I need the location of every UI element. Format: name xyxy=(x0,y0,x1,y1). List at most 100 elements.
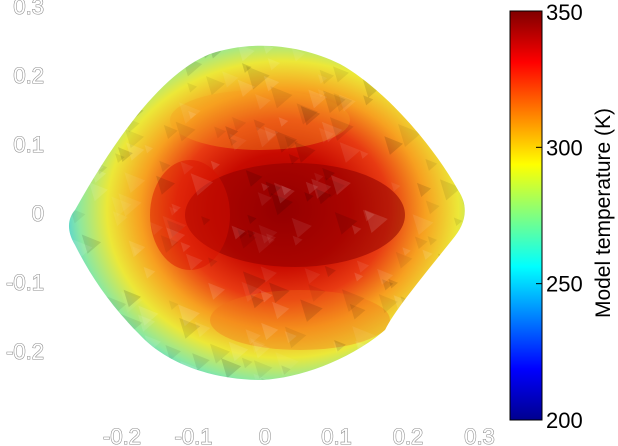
facet xyxy=(229,137,238,146)
x-tick-label: 0.1 xyxy=(321,424,352,446)
facet xyxy=(188,110,197,119)
facet xyxy=(424,367,439,380)
facet xyxy=(316,188,332,205)
y-tick-label: 0 xyxy=(32,201,44,226)
y-tick-label: -0.2 xyxy=(6,339,44,364)
facet xyxy=(461,166,465,187)
facet xyxy=(241,357,253,369)
facet xyxy=(409,299,427,317)
facet xyxy=(89,182,108,202)
facet xyxy=(111,196,132,217)
facet xyxy=(261,322,279,340)
facet xyxy=(452,152,465,168)
facet xyxy=(318,127,335,143)
facet xyxy=(185,253,203,271)
y-tick-label: -0.1 xyxy=(6,270,44,295)
facet xyxy=(241,281,262,303)
facet xyxy=(291,48,305,62)
facet xyxy=(255,126,277,148)
facet xyxy=(136,45,159,63)
facet xyxy=(337,45,349,53)
facet xyxy=(288,382,306,400)
facet xyxy=(124,172,146,193)
facet xyxy=(449,45,464,54)
facet xyxy=(77,146,96,165)
facet xyxy=(270,86,293,109)
facet xyxy=(450,300,460,311)
facet xyxy=(70,208,86,224)
facet xyxy=(115,153,125,163)
facet xyxy=(246,66,270,90)
facet xyxy=(160,235,179,253)
facet xyxy=(363,361,373,370)
facet xyxy=(457,348,465,360)
facet xyxy=(194,321,211,338)
facet xyxy=(138,314,156,332)
facet xyxy=(304,192,314,202)
facet xyxy=(261,377,284,380)
facet xyxy=(162,215,187,240)
facet xyxy=(391,182,401,192)
facet xyxy=(169,206,179,216)
facet xyxy=(150,363,168,380)
hot-core-overlay xyxy=(150,90,405,350)
facet xyxy=(221,358,242,379)
facet xyxy=(236,226,249,239)
facet xyxy=(263,126,279,141)
facet xyxy=(92,128,109,145)
facet xyxy=(382,279,394,291)
facet xyxy=(167,220,185,238)
facet xyxy=(453,217,463,227)
facet xyxy=(75,124,86,135)
facet xyxy=(180,161,194,175)
facet xyxy=(125,129,145,149)
x-tick-label: -0.2 xyxy=(103,424,141,446)
facet xyxy=(112,211,128,226)
facet xyxy=(178,304,200,327)
facet xyxy=(457,253,465,269)
facet xyxy=(171,203,181,214)
facet xyxy=(467,187,490,210)
facet xyxy=(296,103,319,125)
facet xyxy=(138,305,159,326)
facet xyxy=(425,200,440,215)
hot-core-region xyxy=(185,163,405,267)
facet xyxy=(332,66,349,83)
facet xyxy=(260,266,277,283)
facet xyxy=(228,341,249,362)
facet xyxy=(143,266,156,279)
facet xyxy=(378,294,398,314)
facet xyxy=(208,282,226,300)
facet xyxy=(329,117,354,141)
facet xyxy=(356,260,370,273)
facet xyxy=(179,102,201,124)
x-tick-label: 0.3 xyxy=(464,424,495,446)
facet xyxy=(388,278,398,289)
facet xyxy=(100,343,111,354)
facet xyxy=(128,240,146,258)
facet xyxy=(247,229,256,238)
facet xyxy=(257,192,272,207)
facet xyxy=(308,284,326,302)
facet xyxy=(288,153,300,165)
facet xyxy=(458,68,465,90)
colorbar-tick-label: 300 xyxy=(546,135,583,160)
facet xyxy=(281,365,291,375)
facet xyxy=(242,271,267,295)
facet xyxy=(168,300,179,310)
y-tick-label: 0.3 xyxy=(13,0,44,19)
facet xyxy=(98,116,109,127)
facet xyxy=(425,158,438,171)
facet xyxy=(438,253,459,275)
facet xyxy=(410,346,432,368)
facet xyxy=(426,271,440,286)
facet xyxy=(284,326,307,349)
facet xyxy=(278,117,289,127)
facet xyxy=(117,147,133,163)
facet xyxy=(102,89,114,100)
colorbar-tick-label: 200 xyxy=(546,408,583,433)
facet xyxy=(253,373,276,380)
facet xyxy=(214,126,226,139)
warm-south-band xyxy=(210,290,390,350)
facet xyxy=(132,246,142,257)
